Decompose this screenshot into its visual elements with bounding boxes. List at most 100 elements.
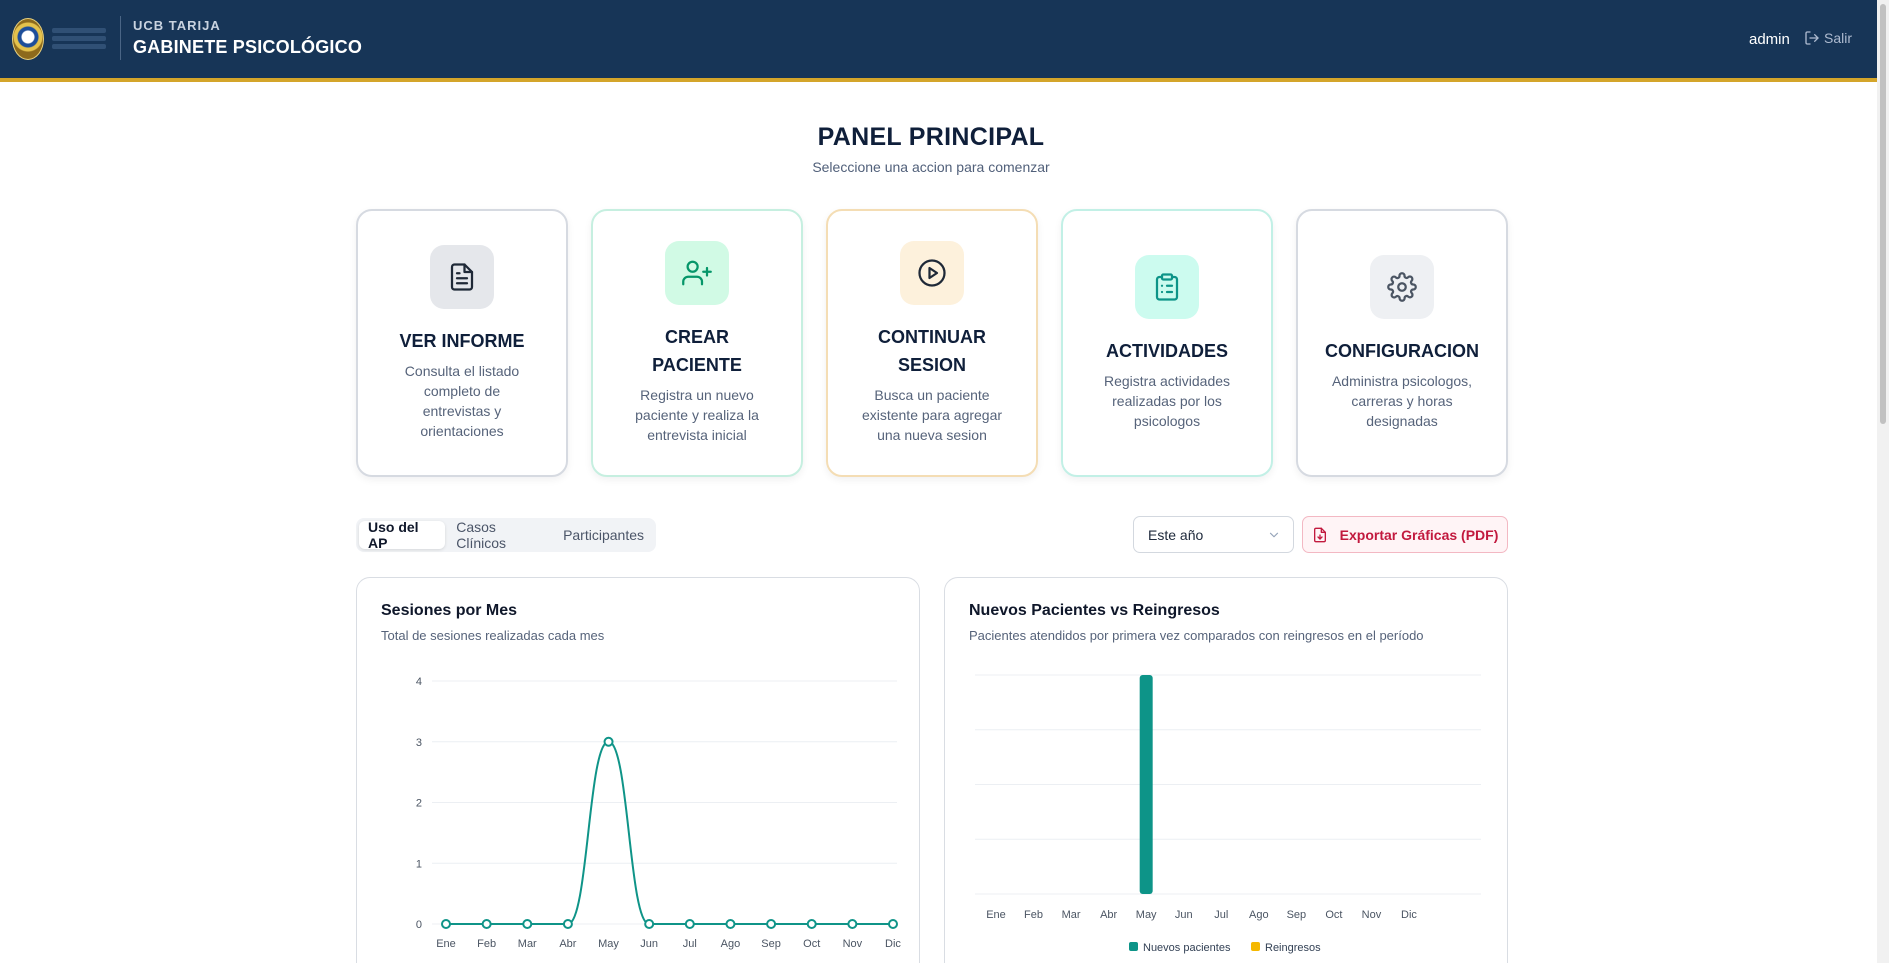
user-plus-icon [682, 260, 712, 286]
x-tick-label: Oct [1325, 909, 1342, 921]
data-point [847, 919, 858, 929]
chart-subtitle: Total de sesiones realizadas cada mes [381, 628, 605, 643]
x-tick-label: Dic [885, 938, 901, 950]
y-tick-label: 3 [416, 737, 422, 749]
x-tick-label: Ago [721, 938, 741, 950]
x-tick-label: Ago [1249, 909, 1269, 921]
data-point [806, 919, 817, 929]
x-tick-label: May [598, 938, 619, 950]
chart-tabs: Uso del AP Casos Clínicos Participantes [356, 518, 656, 552]
x-tick-label: Nov [1362, 909, 1382, 921]
data-point [441, 919, 451, 929]
top-navbar: UCB TARIJA GABINETE PSICOLÓGICO admin Sa… [0, 0, 1889, 82]
tab-uso-del-ap[interactable]: Uso del AP [359, 519, 446, 551]
data-point [644, 919, 655, 929]
data-point [522, 919, 533, 929]
card-title: ACTIVIDADES [1105, 341, 1228, 361]
file-pdf-icon [1313, 527, 1326, 542]
card-title: VER INFORME [399, 331, 525, 351]
tab-participantes[interactable]: Participantes [563, 527, 644, 543]
logout-label: Salir [1824, 30, 1853, 46]
y-tick-label: 4 [416, 676, 422, 688]
sessions-chart-panel: Sesiones por Mes Total de sesiones reali… [356, 577, 920, 963]
play-circle-icon [918, 259, 946, 287]
x-tick-label: Feb [477, 938, 496, 950]
legend-label: Reingresos [1265, 942, 1321, 954]
y-tick-label: 1 [416, 858, 422, 870]
sessions-line-chart: 0 1 2 3 4 Ene Feb Mar Abr May Jun Jul Ago Sep Oct Nov Di… [416, 676, 902, 950]
data-point [684, 919, 695, 929]
logo-wordmark [52, 28, 106, 50]
chevron-down-icon [1269, 532, 1279, 537]
card-description: Consulta el listado completo de entrevista… [404, 363, 520, 439]
logout-icon [1805, 31, 1819, 45]
card-icon-box [1135, 255, 1199, 319]
x-tick-label: Nov [843, 938, 863, 950]
legend-swatch [1251, 942, 1260, 951]
page-subtitle: Seleccione una accion para comenzar [812, 159, 1050, 175]
x-tick-label: Abr [559, 938, 576, 950]
x-tick-label: Jun [640, 938, 658, 950]
x-tick-label: Mar [1062, 909, 1081, 921]
chart-title: Nuevos Pacientes vs Reingresos [969, 602, 1220, 619]
export-label: Exportar Gráficas (PDF) [1339, 526, 1499, 543]
card-title: CREAR PACIENTE [652, 327, 742, 375]
card-description: Registra actividades realizadas por los ps… [1103, 373, 1231, 429]
card-icon-box [430, 245, 494, 309]
period-select-value: Este año [1148, 526, 1204, 543]
clipboard-list-icon [1155, 273, 1179, 301]
series-line [446, 740, 893, 925]
x-tick-label: Sep [761, 938, 781, 950]
card-ver-informe[interactable]: VER INFORME Consulta el listado completo … [356, 209, 568, 477]
card-crear-paciente[interactable]: CREAR PACIENTE Registra un nuevo paciente … [591, 209, 803, 477]
card-title: CONTINUAR SESION [878, 327, 986, 375]
x-tick-label: Jul [683, 938, 697, 950]
brand-divider [120, 16, 121, 60]
data-point [725, 919, 736, 929]
card-title: CONFIGURACION [1325, 341, 1479, 361]
card-description: Busca un paciente existente para agregar u… [861, 387, 1003, 443]
logout-button[interactable]: Salir [1804, 30, 1852, 46]
x-tick-label: Sep [1287, 909, 1307, 921]
x-tick-label: Jun [1175, 909, 1193, 921]
tab-casos-clinicos[interactable]: Casos Clínicos [456, 519, 507, 551]
card-icon-box [900, 241, 964, 305]
data-point [888, 919, 898, 929]
x-tick-label: Jul [1214, 909, 1228, 921]
page-scrollbar[interactable] [1877, 0, 1889, 963]
x-tick-label: Ene [986, 909, 1006, 921]
x-tick-label: Mar [518, 938, 537, 950]
brand-title: GABINETE PSICOLÓGICO [133, 37, 363, 57]
y-tick-label: 0 [416, 919, 422, 931]
data-point [562, 919, 573, 929]
gear-icon [1387, 272, 1417, 302]
card-icon-box [665, 241, 729, 305]
data-point [481, 919, 492, 929]
page-title: PANEL PRINCIPAL [817, 123, 1045, 151]
legend-label: Nuevos pacientes [1143, 942, 1231, 954]
export-pdf-button[interactable]: Exportar Gráficas (PDF) [1302, 516, 1508, 553]
university-logo [12, 18, 44, 60]
card-description: Registra un nuevo paciente y realiza la en… [635, 387, 759, 443]
brand-subtitle: UCB TARIJA [133, 18, 221, 33]
scrollbar-thumb[interactable] [1880, 4, 1886, 424]
data-point [766, 919, 777, 929]
patients-chart-panel: Nuevos Pacientes vs Reingresos Pacientes… [944, 577, 1508, 963]
card-configuracion[interactable]: CONFIGURACION Administra psicologos, carr… [1296, 209, 1508, 477]
card-icon-box [1370, 255, 1434, 319]
card-actividades[interactable]: ACTIVIDADES Registra actividades realizad… [1061, 209, 1273, 477]
data-point [603, 736, 614, 747]
period-select[interactable]: Este año [1133, 516, 1294, 553]
card-description: Administra psicologos, carreras y horas de… [1331, 373, 1473, 429]
chart-subtitle: Pacientes atendidos por primera vez comp… [969, 628, 1424, 643]
x-tick-label: Dic [1401, 909, 1417, 921]
patients-bar-chart: Ene Feb Mar Abr May Jun Jul Ago Sep Oct Nov Dic Nuev… [975, 674, 1481, 954]
card-continuar-sesion[interactable]: CONTINUAR SESION Busca un paciente existen… [826, 209, 1038, 477]
x-tick-label: May [1136, 909, 1157, 921]
x-tick-label: Ene [436, 938, 456, 950]
bar [1139, 675, 1153, 894]
x-tick-label: Oct [803, 938, 820, 950]
user-name: admin [1749, 31, 1790, 48]
file-text-icon [450, 263, 474, 291]
legend-swatch [1129, 942, 1138, 951]
